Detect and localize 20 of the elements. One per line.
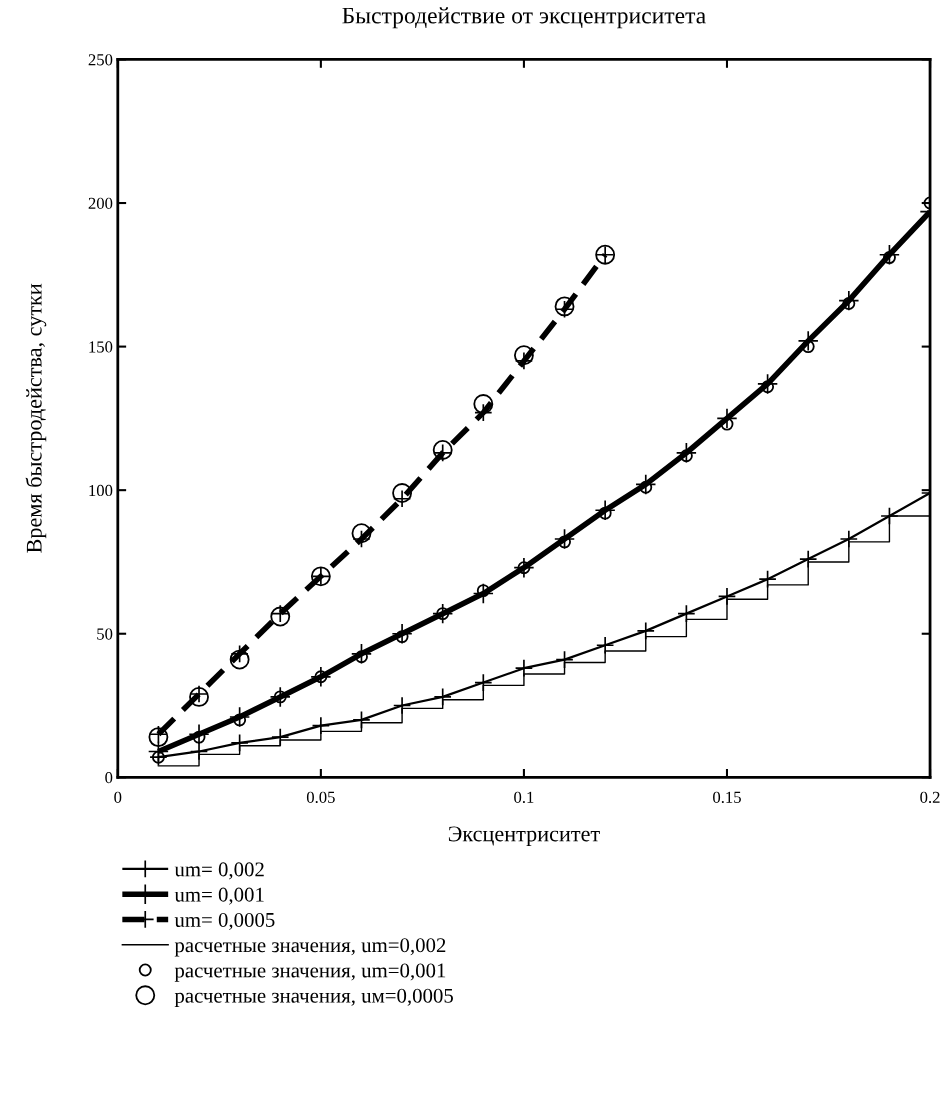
y-tick-label: 0 [105, 772, 113, 784]
x-tick-label: 0.2 [920, 791, 940, 803]
x-tick-label: 0.15 [713, 791, 741, 803]
chart-title: Быстродействие от эксцентриситета [342, 7, 706, 29]
legend-label: um= 0,002 [174, 862, 264, 880]
y-tick-label: 200 [88, 197, 113, 209]
legend-label: расчетные значения, um=0,002 [174, 938, 446, 957]
legend-label: расчетные значения, um=0,001 [174, 963, 446, 982]
legend-label: расчетные значения, uм=0,0005 [174, 988, 453, 1007]
x-tick-label: 0.1 [514, 791, 534, 803]
y-tick-label: 250 [88, 54, 113, 66]
x-tick-label: 0.05 [306, 791, 335, 803]
legend-label: um= 0,0005 [174, 912, 275, 930]
legend-label: um= 0,001 [174, 887, 264, 905]
y-tick-label: 150 [89, 341, 113, 353]
y-tick-label: 50 [97, 628, 113, 640]
y-axis-title: Время быстродейства, сутки [25, 283, 47, 553]
x-axis-title: Эксцентриситет [448, 826, 600, 846]
y-tick-label: 100 [89, 484, 113, 497]
x-tick-label: 0 [114, 791, 122, 803]
